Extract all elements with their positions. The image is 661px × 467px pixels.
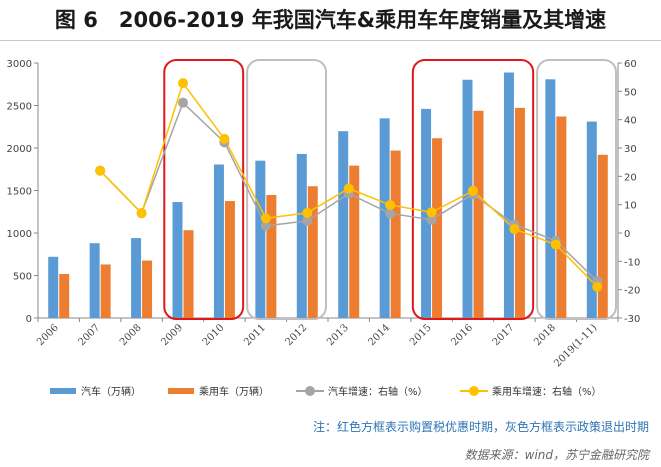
sales-chart: 0 500 1000 1500 2000 2500 3000 -30 -20 -10 0 10 20 30… [7, 59, 640, 370]
bar-auto [172, 202, 183, 318]
chart-legend: 汽车（万辆） 乘用车（万辆） 汽车增速：右轴（%） 乘用车增速：右轴（%） [0, 383, 661, 399]
red-highlight-box [163, 59, 245, 320]
point-passenger-growth [509, 224, 520, 235]
x-tick-label: 2018 [532, 322, 558, 348]
bar-passenger [183, 230, 194, 318]
point-passenger-growth [592, 281, 603, 292]
bar-passenger [266, 195, 277, 318]
legend-label-passenger-growth: 乘用车增速：右轴（%） [492, 387, 602, 398]
x-tick-label: 2014 [366, 322, 392, 348]
y-right-tick-label: 20 [624, 172, 637, 183]
x-tick-label: 2007 [76, 322, 102, 348]
y-right-tick-label: 60 [624, 59, 637, 70]
x-tick-label: 2008 [118, 322, 144, 348]
bar-passenger [556, 116, 567, 318]
bar-auto [462, 79, 473, 318]
y-left-tick-label: 0 [26, 314, 32, 325]
x-tick-label: 2015 [408, 322, 434, 348]
y-left-tick-label: 3000 [7, 59, 32, 70]
legend-item-auto-growth: 汽车增速：右轴（%） [296, 383, 428, 398]
x-tick-label: 2011 [242, 322, 268, 348]
point-auto-growth [178, 97, 188, 108]
x-tick-label: 2012 [284, 322, 310, 348]
bar-auto [586, 121, 597, 318]
bar-auto [421, 108, 432, 319]
x-tick-label: 2017 [491, 322, 517, 348]
title-divider [0, 40, 661, 41]
bar-passenger [142, 260, 153, 318]
point-auto-growth [385, 208, 396, 219]
point-passenger-growth [219, 133, 230, 144]
bar-auto [503, 72, 514, 318]
y-right-tick-label: 40 [624, 116, 637, 127]
point-passenger-growth [95, 165, 106, 176]
bar-passenger [100, 264, 111, 318]
legend-swatch-auto [50, 387, 76, 394]
point-passenger-growth [385, 199, 396, 210]
bar-passenger [59, 273, 70, 318]
y-right-tick-label: 30 [624, 144, 637, 155]
x-tick-label: 2010 [201, 322, 227, 348]
x-tick-label: 2009 [159, 322, 185, 348]
legend-item-passenger-growth: 乘用车增速：右轴（%） [460, 383, 602, 398]
legend-label-auto-growth: 汽车增速：右轴（%） [328, 387, 428, 398]
chart-title: 图 6 2006-2019 年我国汽车&乘用车年度销量及其增速 [54, 8, 607, 32]
x-tick-label: 2016 [449, 322, 475, 348]
y-right-tick-label: -20 [624, 286, 640, 297]
x-tick-label: 2006 [35, 322, 61, 348]
bar-passenger [224, 201, 235, 318]
bar-auto [296, 153, 307, 318]
y-left-tick-label: 2500 [7, 102, 32, 113]
legend-label-passenger: 乘用车（万辆） [199, 387, 269, 398]
data-source: 数据来源：wind，苏宁金融研究院 [464, 448, 649, 462]
red-highlight-box [411, 59, 535, 320]
y-right-tick-label: -10 [624, 257, 640, 268]
point-auto-growth [260, 220, 271, 231]
y-left-tick-label: 2000 [7, 144, 32, 155]
x-tick-label: 2019(1-11) [552, 322, 599, 369]
x-tick-label: 2013 [325, 322, 351, 348]
bar-passenger [597, 154, 608, 318]
y-left-tick-label: 1500 [7, 187, 32, 198]
bar-passenger [349, 165, 360, 318]
point-passenger-growth [550, 239, 561, 250]
bar-auto [48, 256, 59, 318]
chart-note: 注：红色方框表示购置税优惠时期，灰色方框表示政策退出时期 [312, 420, 649, 434]
bar-auto [255, 160, 266, 318]
y-left-tick-label: 500 [13, 272, 32, 283]
y-right-tick-label: 10 [624, 201, 637, 212]
y-right-tick-label: -30 [624, 314, 640, 325]
bar-auto [131, 238, 142, 318]
bar-auto [213, 164, 224, 318]
y-left-tick-label: 1000 [7, 229, 32, 240]
y-right-tick-label: 50 [624, 87, 637, 98]
bar-passenger [473, 110, 484, 319]
legend-swatch-passenger [168, 387, 194, 394]
bar-passenger [307, 186, 318, 318]
bar-passenger [514, 107, 525, 318]
point-passenger-growth [260, 213, 271, 224]
legend-label-auto: 汽车（万辆） [81, 387, 141, 398]
bar-passenger [390, 150, 401, 318]
bar-auto [89, 243, 100, 318]
point-auto-growth [426, 214, 437, 225]
point-passenger-growth [178, 78, 188, 89]
legend-item-passenger: 乘用车（万辆） [168, 383, 269, 398]
bar-auto [379, 118, 390, 319]
bar-passenger [432, 138, 443, 318]
point-passenger-growth [468, 185, 478, 196]
point-passenger-growth [343, 183, 354, 194]
legend-swatch-passenger-growth [460, 385, 488, 396]
y-right-tick-label: 0 [624, 229, 630, 240]
legend-item-auto: 汽车（万辆） [50, 383, 141, 398]
gray-highlight-box [536, 59, 618, 320]
bar-auto [338, 131, 349, 318]
point-passenger-growth [302, 207, 313, 218]
point-passenger-growth [426, 207, 437, 218]
point-auto-growth [302, 215, 313, 226]
point-passenger-growth [136, 208, 147, 219]
legend-swatch-auto-growth [296, 385, 324, 396]
bar-auto [545, 79, 556, 318]
